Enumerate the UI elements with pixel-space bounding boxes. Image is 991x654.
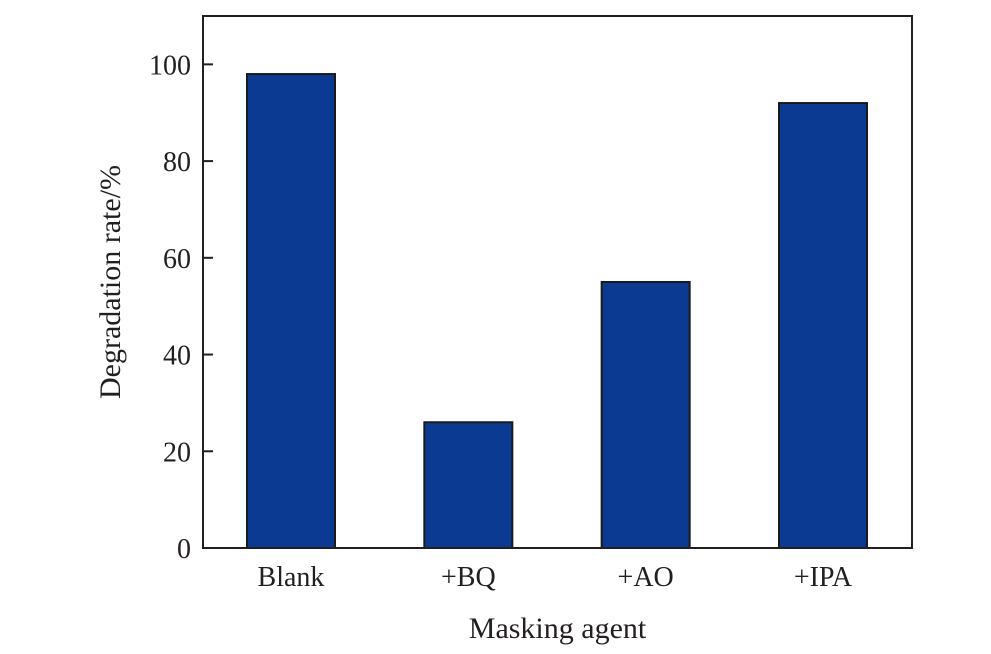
y-axis-title: Degradation rate/%: [94, 165, 127, 399]
bar: [777, 102, 868, 550]
plot-frame: [202, 15, 913, 549]
x-tick-label: +IPA: [794, 562, 853, 593]
y-tick-label: 60: [163, 244, 191, 275]
bar: [246, 73, 336, 549]
y-tick-label: 80: [163, 147, 191, 178]
x-axis-tick-labels: Blank +BQ +AO +IPA: [258, 562, 853, 593]
x-axis-title: Masking agent: [469, 612, 647, 645]
x-tick-label: Blank: [258, 562, 325, 593]
bars: [246, 73, 868, 550]
x-tick-label: +AO: [618, 562, 674, 593]
y-tick-label: 40: [163, 341, 191, 372]
bar: [600, 281, 691, 549]
y-axis-ticks: [203, 63, 213, 549]
y-tick-label: 20: [163, 437, 191, 468]
y-axis-tick-labels: 0 20 40 60 80 100: [149, 50, 191, 565]
y-tick-label: 100: [149, 50, 191, 81]
x-tick-label: +BQ: [441, 562, 496, 593]
y-tick-label: 0: [177, 534, 191, 565]
bar: [423, 421, 514, 549]
